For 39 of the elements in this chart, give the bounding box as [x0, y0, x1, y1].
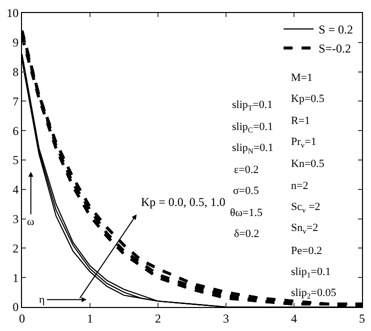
x-tick-label: 2 [155, 311, 161, 326]
y-tick-label: 7 [12, 94, 19, 108]
annotation: ε=0.2 [234, 164, 259, 176]
y-tick-label: 10 [6, 6, 19, 20]
y-tick-label: 2 [12, 241, 19, 256]
annotation: slip$_{T}$=0.1 [232, 99, 273, 112]
annotation: slip$_{2}$=0.05 [291, 287, 337, 300]
annotation: Kp = 0.0, 0.5, 1.0 [141, 195, 226, 209]
annotation: Kp=0.5 [291, 93, 325, 105]
y-axis-title: ω [27, 216, 34, 228]
y-tick-label: 6 [12, 124, 19, 138]
annotation: Sc$_{v}$ =2 [291, 201, 320, 214]
y-tick-label: 0 [12, 300, 19, 314]
annotation: M=1 [291, 72, 312, 84]
annotation: Sn$_{v}$=2 [291, 222, 318, 236]
annotation: Pr$_{v}$=1 [291, 136, 316, 150]
annotation: Kn=0.5 [291, 158, 325, 170]
annotation: slip$_{N}$=0.1 [232, 142, 274, 156]
y-tick-label: 5 [12, 153, 19, 168]
x-tick-label: 4 [291, 311, 297, 326]
x-tick-label: 1 [87, 311, 93, 326]
annotation: slip$_{1}$=0.1 [291, 266, 331, 280]
annotation: δ=0.2 [234, 228, 260, 240]
legend-label: S=-0.2 [318, 42, 352, 56]
annotation: θω=1.5 [230, 207, 263, 219]
x-axis-title: η [39, 294, 45, 306]
x-tick-label: 3 [223, 311, 229, 326]
y-tick-label: 4 [12, 182, 19, 197]
annotation: σ=0.5 [233, 185, 260, 197]
y-tick-label: 9 [12, 36, 19, 50]
legend-label: S = 0.2 [318, 22, 354, 37]
annotation: n=2 [291, 180, 308, 192]
y-tick-label: 1 [12, 270, 19, 285]
annotation: R=1 [291, 115, 310, 127]
annotation: slip$_{C}$=0.1 [232, 121, 274, 134]
y-tick-label: 8 [12, 65, 19, 79]
annotation: Pe=0.2 [291, 245, 322, 257]
y-tick-label: 3 [12, 212, 19, 226]
x-tick-label: 5 [359, 311, 365, 326]
